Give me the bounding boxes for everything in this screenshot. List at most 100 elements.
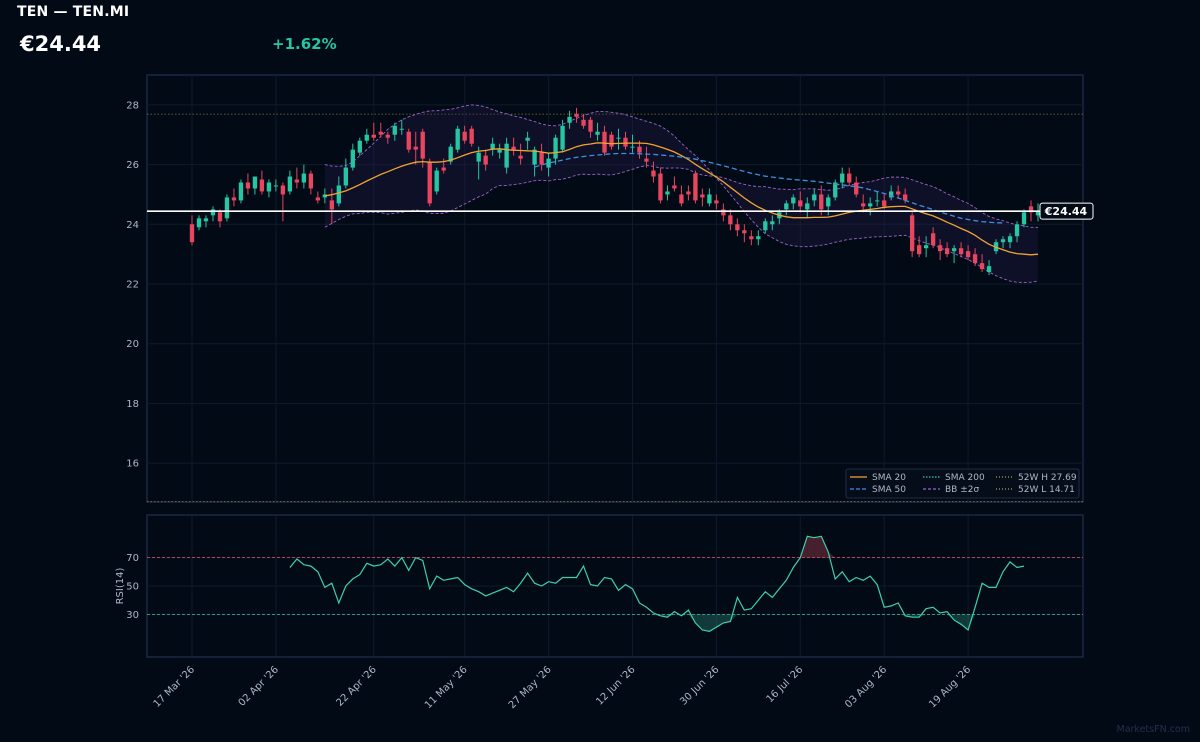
candle[interactable] xyxy=(679,185,684,207)
candle[interactable] xyxy=(280,182,286,222)
candle[interactable] xyxy=(693,170,698,204)
candle[interactable] xyxy=(889,185,894,201)
candle[interactable] xyxy=(399,119,404,135)
candle[interactable] xyxy=(895,185,901,198)
candle[interactable] xyxy=(252,176,258,195)
candle[interactable] xyxy=(616,128,621,150)
candle[interactable] xyxy=(875,191,880,207)
candle[interactable] xyxy=(798,191,803,213)
candle[interactable] xyxy=(728,209,733,231)
candle[interactable] xyxy=(763,218,768,234)
candle[interactable] xyxy=(923,236,929,258)
candle[interactable] xyxy=(189,215,195,246)
candle[interactable] xyxy=(735,218,740,237)
candle[interactable] xyxy=(847,167,852,186)
candle[interactable] xyxy=(294,167,300,189)
candle[interactable] xyxy=(651,161,656,183)
candle[interactable] xyxy=(413,131,418,165)
candle[interactable] xyxy=(854,176,859,198)
candle[interactable] xyxy=(609,131,614,150)
candle[interactable] xyxy=(553,134,558,165)
candle[interactable] xyxy=(378,122,383,138)
candle[interactable] xyxy=(574,107,579,123)
candle[interactable] xyxy=(196,215,202,231)
candle[interactable] xyxy=(476,146,481,180)
candle[interactable] xyxy=(742,224,747,243)
candle[interactable] xyxy=(714,194,719,210)
candle[interactable] xyxy=(909,212,915,258)
candle[interactable] xyxy=(805,197,810,219)
candle[interactable] xyxy=(686,185,691,201)
candle[interactable] xyxy=(231,188,237,207)
candle[interactable] xyxy=(930,227,936,249)
candle[interactable] xyxy=(483,149,488,171)
candle[interactable] xyxy=(357,137,362,156)
candle[interactable] xyxy=(343,158,348,189)
candle[interactable] xyxy=(287,170,293,195)
candle[interactable] xyxy=(518,143,523,165)
candle[interactable] xyxy=(868,197,873,216)
candle[interactable] xyxy=(1021,209,1027,228)
candle[interactable] xyxy=(1000,236,1006,249)
candle[interactable] xyxy=(455,125,460,153)
candle[interactable] xyxy=(560,119,565,153)
candle[interactable] xyxy=(644,146,649,168)
candle[interactable] xyxy=(301,164,307,189)
candle[interactable] xyxy=(672,176,677,192)
candle[interactable] xyxy=(958,242,964,258)
candle[interactable] xyxy=(658,167,663,204)
candle[interactable] xyxy=(1007,233,1013,249)
candle[interactable] xyxy=(951,245,957,264)
candle[interactable] xyxy=(567,110,572,129)
candle[interactable] xyxy=(1014,221,1020,243)
candle[interactable] xyxy=(812,188,817,207)
candle[interactable] xyxy=(448,143,453,165)
candle[interactable] xyxy=(469,125,474,147)
candle[interactable] xyxy=(756,230,761,246)
candle[interactable] xyxy=(707,188,712,207)
candle[interactable] xyxy=(238,179,244,204)
candle[interactable] xyxy=(371,122,376,141)
candle[interactable] xyxy=(308,170,314,195)
candle[interactable] xyxy=(700,188,705,207)
candle[interactable] xyxy=(833,179,838,201)
candle[interactable] xyxy=(791,194,796,210)
candle[interactable] xyxy=(581,113,586,129)
candle[interactable] xyxy=(259,170,265,195)
candle[interactable] xyxy=(916,236,922,258)
candle[interactable] xyxy=(595,122,600,141)
candle[interactable] xyxy=(245,173,251,195)
candle[interactable] xyxy=(427,158,432,207)
candle[interactable] xyxy=(784,200,789,216)
candle[interactable] xyxy=(840,167,845,189)
candle[interactable] xyxy=(385,131,390,144)
candle[interactable] xyxy=(623,131,628,150)
candle[interactable] xyxy=(979,254,985,273)
candle[interactable] xyxy=(210,206,216,222)
candle[interactable] xyxy=(546,152,551,177)
candle[interactable] xyxy=(350,143,355,171)
candle[interactable] xyxy=(861,194,866,213)
candle[interactable] xyxy=(937,239,943,261)
candle[interactable] xyxy=(434,167,439,195)
candle[interactable] xyxy=(406,128,411,153)
candle[interactable] xyxy=(217,209,223,228)
candle[interactable] xyxy=(986,260,992,276)
candle[interactable] xyxy=(588,116,593,138)
candle[interactable] xyxy=(497,143,502,159)
candle[interactable] xyxy=(273,179,279,192)
candle[interactable] xyxy=(462,125,467,144)
candle[interactable] xyxy=(392,122,397,141)
candle[interactable] xyxy=(315,191,321,204)
candle[interactable] xyxy=(511,137,516,156)
candle[interactable] xyxy=(504,137,509,174)
candle[interactable] xyxy=(224,194,230,222)
candle[interactable] xyxy=(749,230,754,246)
candle[interactable] xyxy=(944,242,950,258)
candle[interactable] xyxy=(203,215,209,228)
candle[interactable] xyxy=(539,143,544,171)
candle[interactable] xyxy=(602,125,607,156)
candle[interactable] xyxy=(364,128,369,144)
candle[interactable] xyxy=(965,245,971,261)
